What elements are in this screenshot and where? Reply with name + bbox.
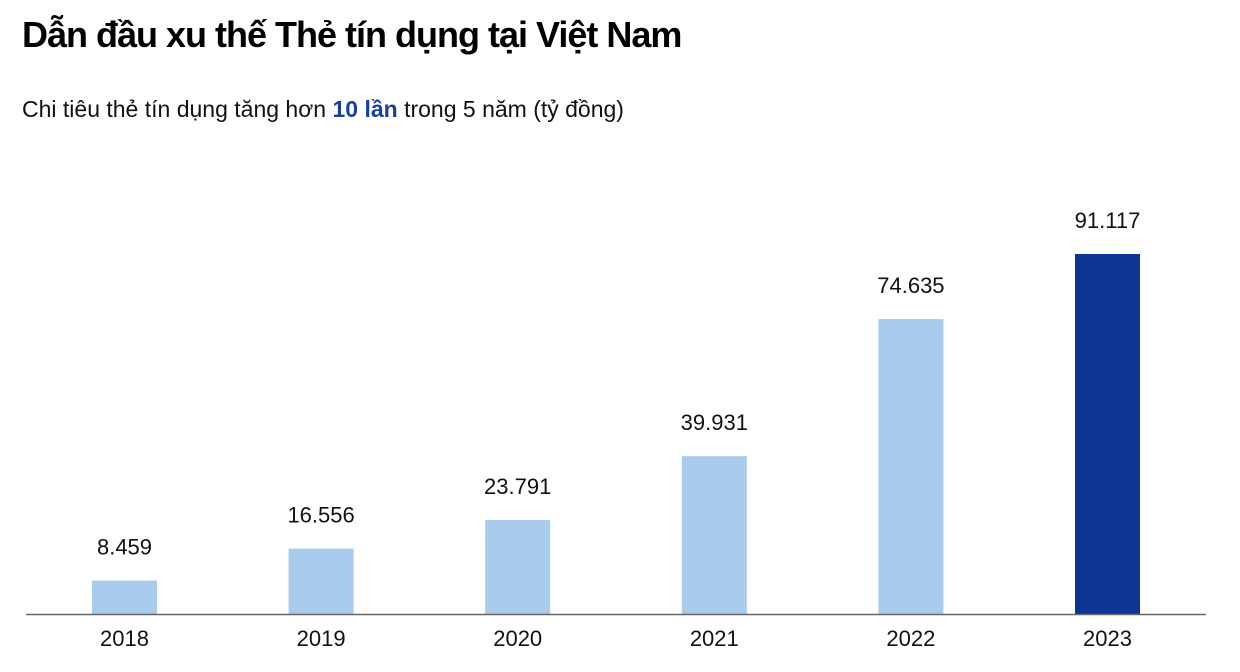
value-label-2022: 74.635 bbox=[877, 273, 944, 298]
x-tick-label-2021: 2021 bbox=[690, 626, 739, 651]
subtitle-text-start: Chi tiêu thẻ tín dụng tăng hơn bbox=[22, 96, 333, 122]
chart-subtitle: Chi tiêu thẻ tín dụng tăng hơn 10 lần tr… bbox=[22, 96, 624, 123]
bar-2018 bbox=[92, 580, 157, 614]
value-label-2023: 91.117 bbox=[1075, 208, 1141, 233]
x-tick-label-2019: 2019 bbox=[297, 626, 346, 651]
subtitle-highlight: 10 lần bbox=[332, 96, 398, 122]
bar-2023 bbox=[1075, 254, 1140, 614]
value-label-2021: 39.931 bbox=[681, 410, 748, 435]
bar-2020 bbox=[485, 520, 551, 614]
x-tick-label-2020: 2020 bbox=[493, 626, 542, 651]
value-label-2019: 16.556 bbox=[287, 503, 354, 528]
x-tick-label-2018: 2018 bbox=[100, 626, 149, 651]
x-tick-label-2022: 2022 bbox=[886, 626, 935, 651]
value-label-2020: 23.791 bbox=[484, 474, 551, 499]
chart-title: Dẫn đầu xu thế Thẻ tín dụng tại Việt Nam bbox=[22, 14, 682, 55]
subtitle-text-end: trong 5 năm (tỷ đồng) bbox=[397, 96, 624, 122]
value-label-2018: 8.459 bbox=[97, 535, 152, 560]
bar-2021 bbox=[681, 456, 747, 614]
bar-2019 bbox=[288, 548, 354, 614]
bar-2022 bbox=[878, 319, 944, 614]
x-tick-label-2023: 2023 bbox=[1083, 626, 1132, 651]
